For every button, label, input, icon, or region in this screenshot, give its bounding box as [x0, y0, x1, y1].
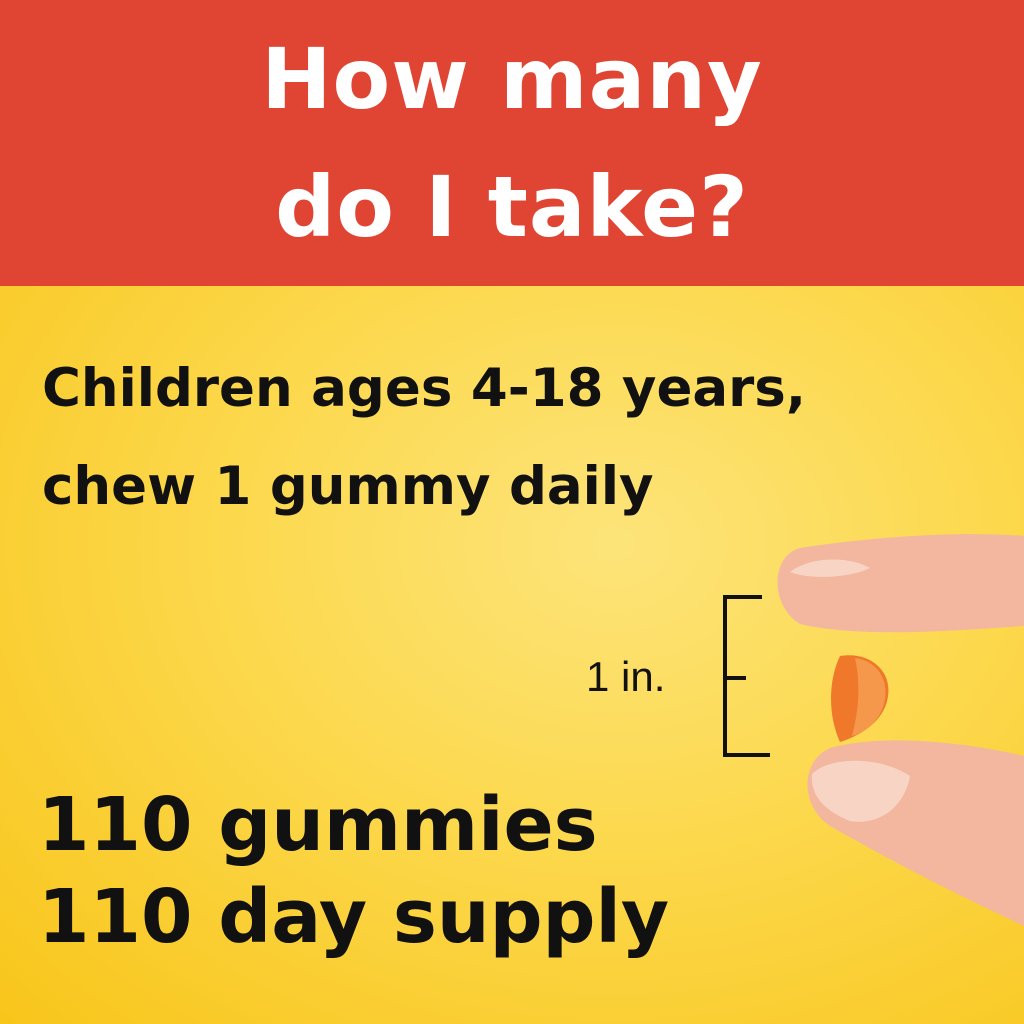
size-bracket [723, 595, 770, 757]
upper-finger [777, 534, 1024, 633]
header-banner: How many do I take? [0, 0, 1024, 286]
title-line-1: How many [261, 30, 763, 128]
title-line-2: do I take? [275, 158, 749, 256]
size-label: 1 in. [586, 653, 666, 700]
directions-line-1: Children ages 4-18 years, [42, 358, 806, 419]
gummy-illustration [723, 534, 1024, 926]
lower-finger [807, 740, 1024, 926]
content-area: Children ages 4-18 years, chew 1 gummy d… [0, 286, 1024, 1024]
gummy [831, 655, 889, 742]
gummy-count: 110 gummies [38, 782, 598, 868]
day-supply: 110 day supply [38, 874, 670, 960]
directions-line-2: chew 1 gummy daily [42, 456, 654, 517]
